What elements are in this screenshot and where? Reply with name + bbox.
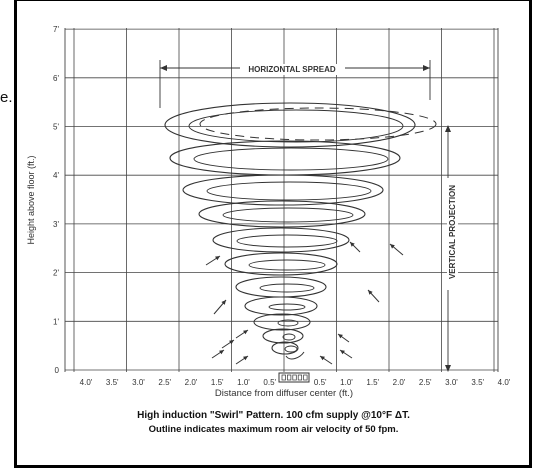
inflow-arrow-head	[390, 244, 395, 249]
spiral-loop-inner	[222, 207, 354, 223]
x-tick-label: 1.5'	[211, 378, 224, 387]
inflow-arrow-head	[215, 256, 220, 261]
diffuser-slot	[287, 374, 292, 381]
inflow-arrow-head	[221, 300, 226, 305]
spiral-loop-inner	[268, 303, 306, 311]
diffuser-slot	[297, 374, 303, 381]
spiral-loop-outer	[198, 200, 366, 228]
spread-arrow-right	[423, 65, 430, 71]
diffuser-slot	[281, 374, 286, 381]
spread-label-bg	[246, 64, 338, 75]
spiral-loop-outer	[262, 328, 304, 344]
spiral-loop-inner	[282, 333, 296, 341]
grid: 0 1' 2' 3' 4' 5' 6' 7' 4.0' 3.5' 3.0' 2.5' 2.0' 1.5' 1…	[53, 25, 511, 387]
spiral-loop-inner	[248, 259, 326, 271]
inflow-arrow-head	[219, 350, 224, 355]
x-tick-label: 3.0'	[445, 378, 458, 387]
caption-line-1: High induction "Swirl" Pattern. 100 cfm …	[137, 410, 410, 421]
inflow-arrow-head	[350, 242, 355, 247]
x-tick-label: 0.5'	[263, 378, 276, 387]
x-tick-label: 3.5'	[106, 378, 119, 387]
spiral-loop-outer	[164, 102, 416, 148]
horizontal-spread-label: HORIZONTAL SPREAD	[248, 65, 335, 74]
inflow-arrow-head	[320, 356, 325, 361]
edge-text-fragment: e.	[0, 89, 13, 106]
x-tick-label: 1.0'	[340, 378, 353, 387]
y-axis-label: Height above floor (ft.)	[26, 155, 36, 244]
x-tick-label: 4.0'	[80, 378, 93, 387]
swirl-spiral	[164, 102, 437, 383]
x-tick-label: 2.0'	[393, 378, 406, 387]
spiral-loop-inner	[277, 319, 299, 327]
spiral-loop-outer	[253, 313, 311, 331]
x-tick-label: 2.0'	[185, 378, 198, 387]
x-tick-label: 1.0'	[237, 378, 250, 387]
y-tick-label: 2'	[53, 269, 59, 278]
caption-line-2: Outline indicates maximum room air veloc…	[148, 424, 399, 435]
x-tick-label: 1.5'	[366, 378, 379, 387]
y-tick-label: 0	[55, 366, 60, 375]
spiral-loop-outer	[182, 174, 384, 206]
diffuser	[278, 372, 310, 383]
spiral-tail	[285, 351, 305, 360]
spread-arrow-left	[160, 65, 167, 71]
y-tick-label: 6'	[53, 74, 59, 83]
projection-arrow-bottom	[445, 365, 451, 372]
vertical-projection-label: VERTICAL PROJECTION	[448, 185, 457, 279]
x-tick-label: 4.0'	[498, 378, 511, 387]
annotation-marks	[159, 60, 458, 372]
y-tick-label: 7'	[53, 25, 59, 34]
projection-arrow-top	[445, 125, 451, 132]
inflow-arrow-head	[229, 340, 234, 345]
spiral-loop-outer	[224, 252, 338, 276]
spiral-top-dashed	[199, 107, 437, 141]
inflow-arrow-head	[243, 330, 248, 335]
swirl-diagram: 0 1' 2' 3' 4' 5' 6' 7' 4.0' 3.5' 3.0' 2.5' 2.0' 1.5' 1…	[26, 25, 511, 399]
x-tick-label: 3.0'	[132, 378, 145, 387]
spiral-loop-inner	[193, 147, 389, 171]
y-tick-label: 4'	[53, 171, 59, 180]
y-tick-label: 1'	[53, 317, 59, 326]
projection-label-bg	[447, 178, 458, 290]
y-tick-label: 5'	[53, 123, 59, 132]
diagram-stage: e. 0 1' 2' 3' 4' 5' 6' 7' 4.0' 3.5' 3.0' 2.5' 2.0' 1.…	[0, 0, 532, 468]
inflow-arrow-head	[243, 356, 248, 361]
x-tick-label: 2.5'	[158, 378, 171, 387]
diffuser-slot	[303, 374, 308, 381]
spiral-loop-inner	[188, 109, 404, 143]
x-axis-label: Distance from diffuser center (ft.)	[215, 388, 353, 399]
x-tick-label: 3.5'	[471, 378, 484, 387]
spiral-loop-outer	[271, 341, 299, 355]
spiral-loop-inner	[259, 283, 315, 293]
inflow-arrow-head	[340, 350, 345, 355]
spiral-loop-inner	[284, 345, 298, 353]
inflow-arrow-head	[338, 334, 343, 339]
x-tick-label: 2.5'	[419, 378, 432, 387]
y-tick-label: 3'	[53, 220, 59, 229]
spiral-loop-outer	[244, 296, 318, 316]
spiral-loop-inner	[206, 181, 372, 201]
spiral-loop-outer	[212, 227, 350, 253]
inflow-arrow-head	[368, 290, 373, 295]
x-tick-label: 0.5'	[314, 378, 327, 387]
spiral-loop-inner	[236, 234, 338, 248]
diffuser-slot	[292, 374, 297, 381]
